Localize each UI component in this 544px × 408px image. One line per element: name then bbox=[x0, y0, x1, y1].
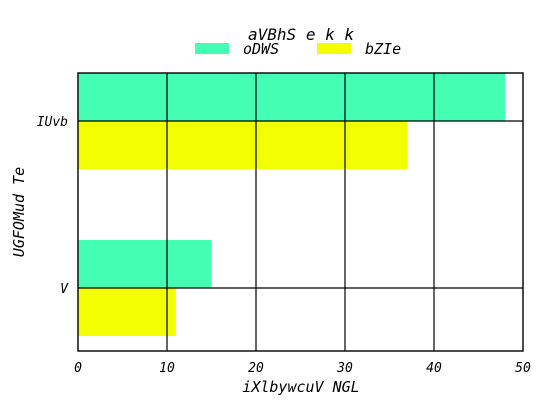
x-tick-label: 30 bbox=[336, 361, 353, 376]
legend-label: bZIe bbox=[365, 40, 401, 58]
legend-swatch bbox=[195, 43, 229, 54]
x-tick-label: 40 bbox=[426, 361, 442, 376]
bar-oDWS-V bbox=[78, 240, 212, 288]
y-tick-label: V bbox=[60, 282, 69, 297]
x-tick-label: 10 bbox=[159, 361, 175, 376]
legend: oDWS bZIe bbox=[195, 40, 401, 58]
y-axis-label: UGFOMud Te bbox=[10, 167, 28, 257]
chart-title: aVBhS e k k bbox=[248, 25, 354, 44]
x-axis-label: iXlbywcuV NGL bbox=[242, 378, 359, 396]
plot-area: 0 10 20 30 40 50 IUvb V bbox=[37, 72, 531, 376]
y-tick-label: IUvb bbox=[37, 115, 68, 130]
bar-bZIe-V bbox=[78, 288, 176, 336]
x-tick-label: 50 bbox=[515, 361, 531, 376]
x-tick-label: 20 bbox=[248, 361, 264, 376]
legend-label: oDWS bbox=[243, 40, 279, 58]
bar-oDWS-IUvb bbox=[78, 73, 506, 121]
bar-bZIe-IUvb bbox=[78, 121, 408, 169]
plot-frame bbox=[77, 72, 524, 352]
x-tick-label: 0 bbox=[74, 361, 82, 376]
legend-swatch bbox=[317, 43, 351, 54]
